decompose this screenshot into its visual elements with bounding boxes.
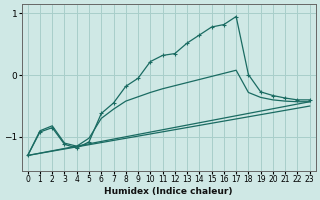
X-axis label: Humidex (Indice chaleur): Humidex (Indice chaleur) [104,187,233,196]
